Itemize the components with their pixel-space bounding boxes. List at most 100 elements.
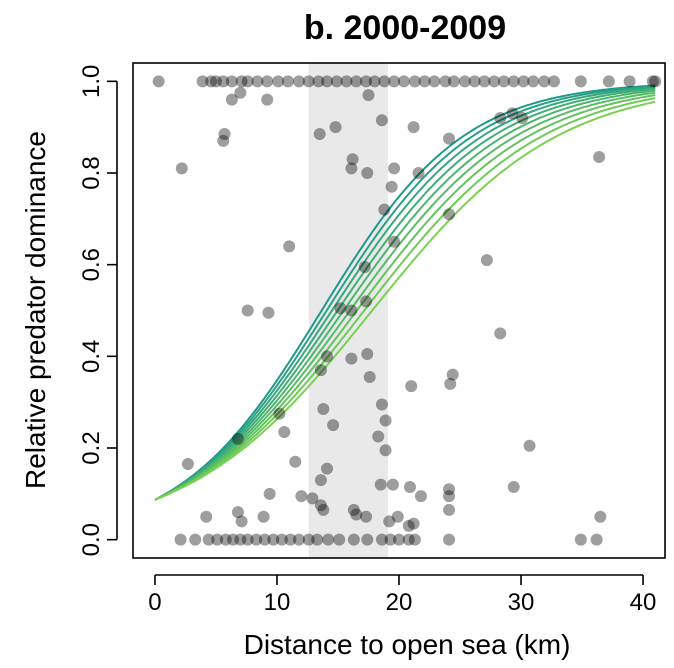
data-point bbox=[200, 510, 213, 523]
data-point bbox=[446, 368, 459, 381]
data-point bbox=[360, 75, 373, 88]
data-point bbox=[225, 93, 238, 106]
data-point bbox=[262, 306, 275, 319]
data-point bbox=[361, 167, 374, 179]
fitted-curves bbox=[154, 84, 656, 501]
data-point bbox=[257, 510, 270, 523]
data-point bbox=[428, 75, 441, 88]
fitted-curve-line bbox=[154, 89, 656, 501]
fitted-curve-line bbox=[154, 94, 656, 501]
data-point bbox=[362, 89, 375, 102]
data-point bbox=[231, 432, 244, 445]
data-point bbox=[289, 455, 302, 468]
data-point bbox=[361, 348, 374, 361]
data-point bbox=[263, 487, 276, 500]
fitted-curve-line bbox=[154, 100, 656, 501]
data-point bbox=[302, 75, 315, 88]
data-point bbox=[516, 112, 529, 124]
data-point bbox=[314, 474, 327, 487]
data-point bbox=[345, 304, 358, 317]
data-point bbox=[306, 492, 319, 505]
data-point bbox=[408, 533, 421, 546]
data-point bbox=[386, 478, 399, 491]
data-point bbox=[217, 134, 230, 147]
data-point bbox=[602, 75, 615, 88]
data-point bbox=[202, 533, 215, 546]
data-point bbox=[443, 490, 456, 503]
data-point bbox=[283, 240, 296, 253]
data-point bbox=[227, 533, 240, 546]
y-tick-label: 0.0 bbox=[78, 523, 105, 556]
data-point bbox=[412, 167, 425, 179]
data-point bbox=[443, 533, 456, 546]
data-point bbox=[345, 352, 358, 365]
data-point bbox=[388, 162, 401, 175]
data-point bbox=[375, 114, 388, 127]
data-point bbox=[311, 533, 324, 546]
data-point bbox=[327, 419, 340, 432]
data-point bbox=[407, 121, 420, 134]
data-point bbox=[374, 478, 387, 491]
data-point bbox=[292, 533, 305, 546]
y-tick-label: 0.2 bbox=[78, 431, 105, 464]
data-point bbox=[375, 533, 388, 546]
data-point bbox=[439, 75, 452, 88]
data-point bbox=[363, 370, 376, 383]
y-axis-label: Relative predator dominance bbox=[20, 131, 51, 489]
y-tick-label: 1.0 bbox=[78, 65, 105, 98]
x-axis-label: Distance to open sea (km) bbox=[244, 629, 571, 660]
data-point bbox=[414, 490, 427, 503]
y-tick-label: 0.6 bbox=[78, 248, 105, 281]
data-point bbox=[189, 533, 202, 546]
data-point bbox=[314, 364, 327, 377]
data-point bbox=[347, 503, 360, 516]
data-point bbox=[506, 107, 519, 120]
data-point bbox=[261, 75, 274, 88]
data-point bbox=[385, 180, 398, 193]
data-point bbox=[443, 132, 456, 145]
data-point bbox=[405, 380, 418, 393]
data-point bbox=[152, 75, 165, 88]
data-point bbox=[211, 533, 224, 546]
data-point bbox=[488, 75, 501, 88]
data-points bbox=[152, 75, 662, 546]
data-point bbox=[350, 75, 363, 88]
data-point bbox=[235, 515, 248, 528]
data-point bbox=[444, 377, 457, 390]
data-point bbox=[403, 480, 416, 493]
data-point bbox=[250, 533, 263, 546]
data-point bbox=[234, 533, 247, 546]
data-point bbox=[333, 533, 346, 546]
data-point bbox=[494, 327, 507, 340]
data-point bbox=[205, 75, 218, 88]
data-point bbox=[507, 480, 520, 493]
data-point bbox=[574, 533, 587, 546]
data-point bbox=[302, 533, 315, 546]
data-point bbox=[517, 75, 530, 88]
fitted-curve-line bbox=[154, 86, 656, 501]
data-point bbox=[321, 75, 334, 88]
data-point bbox=[181, 458, 194, 471]
data-point bbox=[261, 93, 274, 106]
data-point bbox=[547, 75, 560, 88]
data-point bbox=[321, 462, 334, 475]
data-point bbox=[378, 75, 391, 88]
data-point bbox=[312, 75, 325, 88]
data-point bbox=[443, 208, 456, 221]
data-point bbox=[241, 75, 254, 88]
chart-title: b. 2000-2009 bbox=[304, 9, 506, 47]
data-point bbox=[574, 75, 587, 88]
data-point bbox=[593, 150, 606, 163]
data-point bbox=[407, 517, 420, 530]
data-point bbox=[393, 533, 405, 546]
data-point bbox=[322, 533, 335, 546]
data-point bbox=[292, 75, 305, 88]
data-point bbox=[494, 112, 507, 124]
data-point bbox=[523, 439, 536, 452]
x-tick-label: 40 bbox=[630, 589, 657, 616]
data-point bbox=[329, 121, 342, 134]
plot-frame bbox=[132, 62, 666, 559]
y-tick-label: 0.8 bbox=[78, 156, 105, 189]
data-point bbox=[372, 430, 385, 443]
